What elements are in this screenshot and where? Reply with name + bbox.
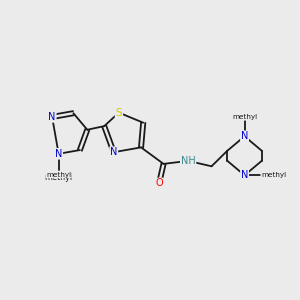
Text: S: S (116, 108, 122, 118)
Text: O: O (155, 178, 163, 188)
Text: methyl: methyl (46, 172, 71, 178)
Text: N: N (55, 149, 62, 159)
Text: methyl: methyl (261, 172, 286, 178)
Text: N: N (241, 170, 248, 180)
Text: N: N (110, 147, 117, 157)
Text: methyl: methyl (232, 114, 257, 120)
Text: N: N (241, 131, 248, 141)
Text: N: N (48, 112, 56, 122)
Text: methyl: methyl (44, 173, 73, 182)
Text: NH: NH (181, 156, 196, 166)
